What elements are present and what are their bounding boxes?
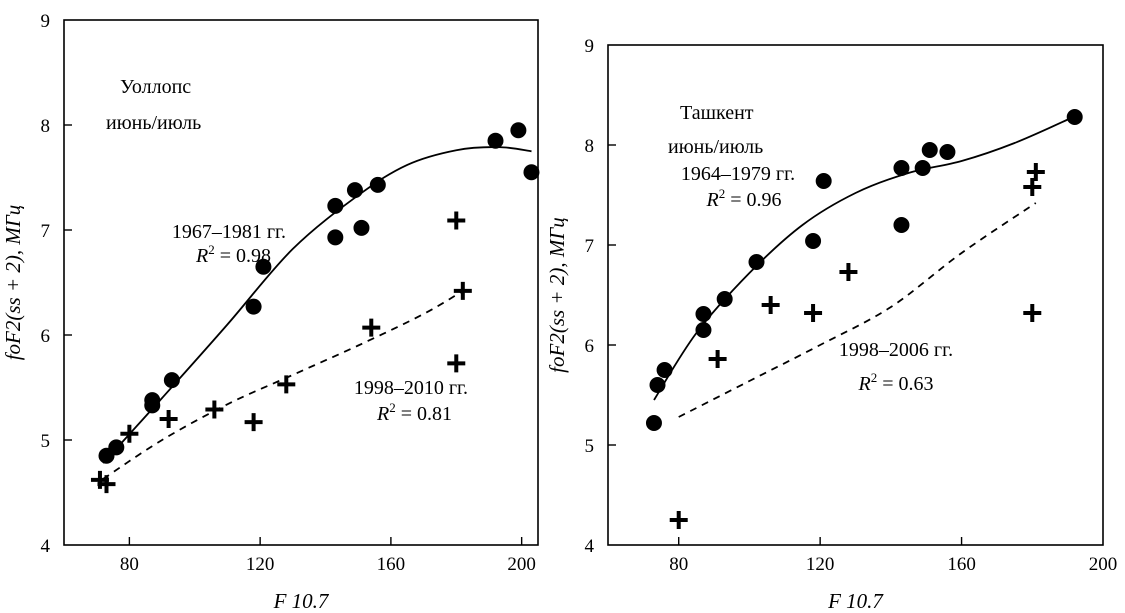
- data-point-circle: [346, 182, 363, 199]
- data-point-plus: [453, 281, 472, 300]
- y-axis-label-wallops: foF2(ss + 2), МГц: [1, 205, 25, 361]
- y-tick-label-wallops: 6: [41, 326, 51, 347]
- data-point-circle: [523, 164, 540, 181]
- data-point-plus: [205, 400, 224, 419]
- data-point-circle: [327, 229, 344, 246]
- series-label-wallops-1967: 1967–1981 гг.: [172, 221, 286, 243]
- data-point-plus: [839, 263, 858, 281]
- x-tick-label-wallops: 200: [507, 554, 536, 575]
- y-tick-label-wallops: 5: [41, 431, 51, 452]
- data-point-circle: [144, 392, 161, 409]
- data-point-circle: [1066, 109, 1083, 125]
- panel-tashkent: 80 120 160 200 4 5 6 7 8 9 F 10.7 foF2(ss + 2), М…: [545, 36, 1117, 613]
- data-point-circle: [255, 258, 272, 275]
- x-tick-label-tashkent: 120: [806, 554, 835, 575]
- data-point-circle: [369, 176, 386, 193]
- data-point-circle: [805, 233, 822, 249]
- y-tick-label-tashkent: 6: [585, 336, 595, 357]
- data-point-plus: [1026, 163, 1045, 181]
- data-point-plus: [277, 375, 296, 394]
- data-point-circle: [108, 439, 125, 456]
- data-point-circle: [815, 173, 832, 189]
- y-tick-label-tashkent: 7: [585, 236, 595, 257]
- r2-label-wallops-1998: R2 = 0.81: [376, 400, 452, 425]
- data-point-circle: [645, 415, 662, 431]
- x-tick-label-tashkent: 160: [947, 554, 976, 575]
- data-point-plus: [97, 475, 116, 494]
- series-label-tashkent-1964: 1964–1979 гг.: [681, 163, 795, 185]
- season-label-tashkent: июнь/июль: [668, 136, 763, 158]
- y-tick-label-tashkent: 8: [585, 136, 595, 157]
- fit-lines-wallops: [102, 146, 532, 480]
- data-point-circle: [893, 217, 910, 233]
- y-tick-label-tashkent: 4: [585, 536, 595, 557]
- y-tick-label-wallops: 7: [41, 221, 51, 242]
- y-tick-label-tashkent: 5: [585, 436, 595, 457]
- data-point-plus: [1023, 178, 1042, 196]
- y-axis-label-tashkent: foF2(ss + 2), МГц: [545, 217, 569, 373]
- data-point-circle: [656, 362, 673, 378]
- series-label-wallops-1998: 1998–2010 гг.: [354, 377, 468, 399]
- x-axis-label-wallops: F 10.7: [273, 589, 330, 613]
- fit-line-wallops-late: [102, 290, 464, 480]
- data-point-circle: [921, 142, 938, 158]
- data-point-circle: [748, 254, 765, 270]
- plot-frame-tashkent: [607, 44, 1104, 546]
- season-label-wallops: июнь/июль: [106, 112, 201, 134]
- data-point-plus: [447, 354, 466, 373]
- data-point-plus: [708, 350, 727, 368]
- data-point-plus: [120, 424, 139, 443]
- station-label-wallops: Уоллопс: [120, 76, 191, 98]
- data-point-plus: [159, 410, 178, 428]
- r2-label-tashkent-1998: R2 = 0.63: [858, 370, 934, 395]
- data-point-plus: [669, 511, 688, 529]
- y-tick-label-wallops: 4: [41, 536, 51, 557]
- plot-frame-wallops: [63, 19, 539, 546]
- y-tick-label-wallops: 8: [41, 116, 51, 137]
- x-tick-label-wallops: 160: [377, 554, 406, 575]
- data-point-plus: [761, 296, 780, 314]
- data-point-circle: [510, 122, 527, 139]
- data-point-circle: [245, 298, 262, 315]
- fit-line-tashkent-late: [678, 202, 1037, 418]
- ticks-tashkent: 80 120 160 200 4 5 6 7 8 9: [585, 36, 1118, 575]
- data-point-circle: [695, 306, 712, 322]
- r2-label-tashkent-1964: R2 = 0.96: [706, 186, 782, 211]
- data-point-circle: [893, 160, 910, 176]
- data-point-plus: [447, 211, 466, 230]
- y-tick-label-tashkent: 9: [585, 36, 595, 57]
- data-points-wallops: [90, 122, 540, 494]
- series-label-tashkent-1998: 1998–2006 гг.: [839, 339, 953, 361]
- data-point-plus: [804, 304, 823, 322]
- x-tick-label-wallops: 80: [120, 554, 139, 575]
- x-tick-label-tashkent: 200: [1089, 554, 1118, 575]
- data-point-circle: [939, 144, 956, 160]
- y-tick-label-wallops: 9: [41, 11, 51, 32]
- x-axis-label-tashkent: F 10.7: [827, 589, 884, 613]
- panel-wallops: 80 120 160 200 4 5 6 7 8 9 F 10.7 foF2(ss + 2), М…: [1, 11, 540, 613]
- x-tick-label-wallops: 120: [246, 554, 275, 575]
- x-tick-label-tashkent: 80: [669, 554, 688, 575]
- data-point-plus: [362, 318, 381, 337]
- data-points-tashkent: [645, 109, 1083, 529]
- data-point-circle: [649, 377, 666, 393]
- ticks-wallops: 80 120 160 200 4 5 6 7 8 9: [41, 11, 536, 575]
- data-point-circle: [914, 160, 931, 176]
- data-point-circle: [716, 291, 733, 307]
- data-point-circle: [695, 322, 712, 338]
- station-label-tashkent: Ташкент: [680, 102, 754, 124]
- data-point-plus: [1023, 304, 1042, 322]
- data-point-circle: [327, 197, 344, 214]
- data-point-plus: [244, 413, 263, 432]
- data-point-circle: [353, 219, 370, 236]
- r2-label-wallops-1967: R2 = 0.98: [195, 242, 271, 267]
- data-point-circle: [487, 132, 504, 149]
- data-point-circle: [163, 372, 180, 389]
